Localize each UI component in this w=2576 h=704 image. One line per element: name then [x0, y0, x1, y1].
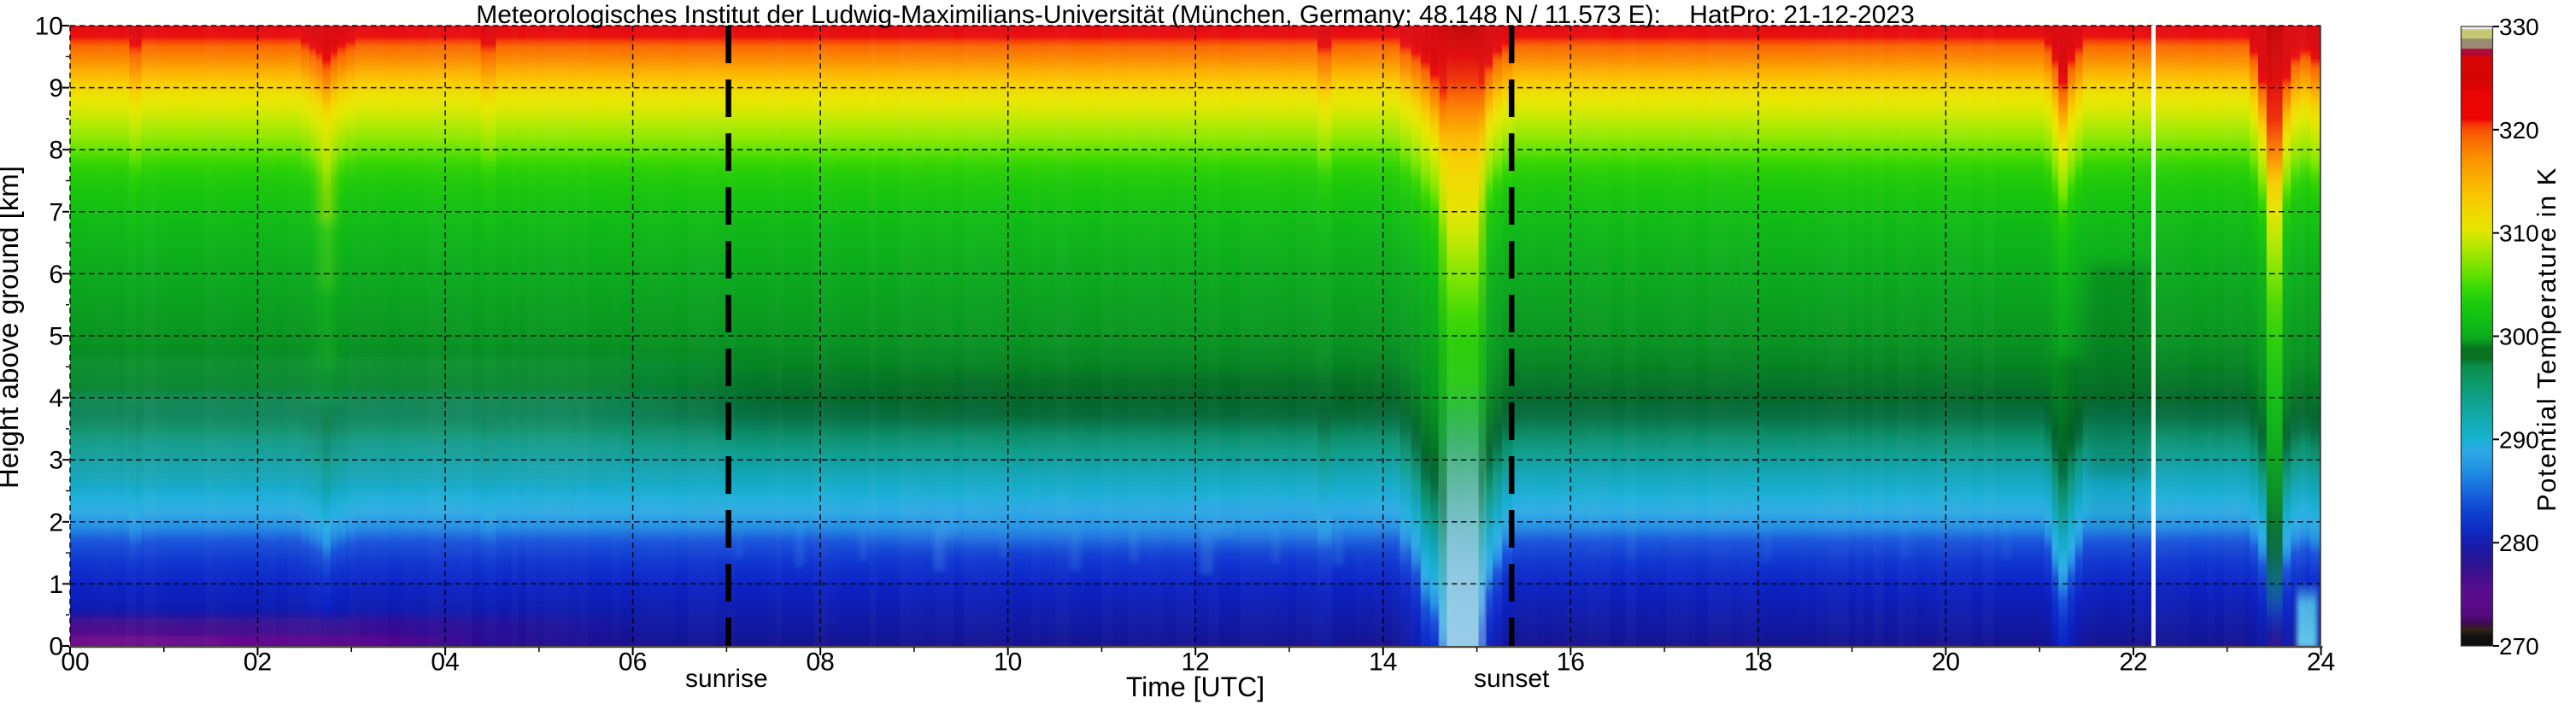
svg-text:06: 06 [619, 648, 647, 677]
svg-text:7: 7 [49, 198, 63, 226]
svg-text:270: 270 [2499, 633, 2539, 660]
svg-text:3: 3 [49, 447, 63, 475]
svg-text:4: 4 [49, 384, 63, 413]
svg-text:00: 00 [61, 648, 89, 677]
svg-text:08: 08 [807, 648, 835, 677]
svg-text:22: 22 [2119, 648, 2147, 677]
svg-text:sunrise: sunrise [685, 665, 768, 693]
svg-text:Height above ground [km]: Height above ground [km] [0, 166, 24, 489]
svg-text:320: 320 [2499, 117, 2539, 144]
svg-text:Meteorologisches Institut der: Meteorologisches Institut der Ludwig-Max… [476, 1, 1915, 29]
svg-text:290: 290 [2499, 426, 2539, 453]
svg-text:9: 9 [49, 74, 63, 103]
svg-text:310: 310 [2499, 220, 2539, 247]
svg-text:20: 20 [1932, 648, 1960, 677]
svg-text:10: 10 [994, 648, 1022, 677]
svg-text:300: 300 [2499, 324, 2539, 350]
svg-text:sunset: sunset [1474, 665, 1550, 693]
svg-text:280: 280 [2499, 530, 2539, 556]
svg-text:18: 18 [1744, 648, 1772, 677]
svg-text:Time [UTC]: Time [UTC] [1126, 672, 1265, 702]
svg-text:6: 6 [49, 261, 63, 289]
svg-text:02: 02 [244, 648, 272, 677]
svg-text:330: 330 [2499, 14, 2539, 40]
svg-text:2: 2 [49, 508, 63, 537]
svg-text:1: 1 [49, 571, 63, 599]
svg-text:14: 14 [1369, 648, 1397, 677]
svg-text:16: 16 [1557, 648, 1585, 677]
svg-text:Potential Temperature in K: Potential Temperature in K [2532, 167, 2561, 512]
svg-text:0: 0 [49, 633, 63, 661]
svg-text:04: 04 [431, 648, 459, 677]
svg-text:12: 12 [1182, 648, 1210, 677]
svg-text:8: 8 [49, 137, 63, 165]
svg-text:10: 10 [35, 13, 63, 41]
svg-text:24: 24 [2307, 648, 2335, 677]
svg-text:5: 5 [49, 323, 63, 351]
